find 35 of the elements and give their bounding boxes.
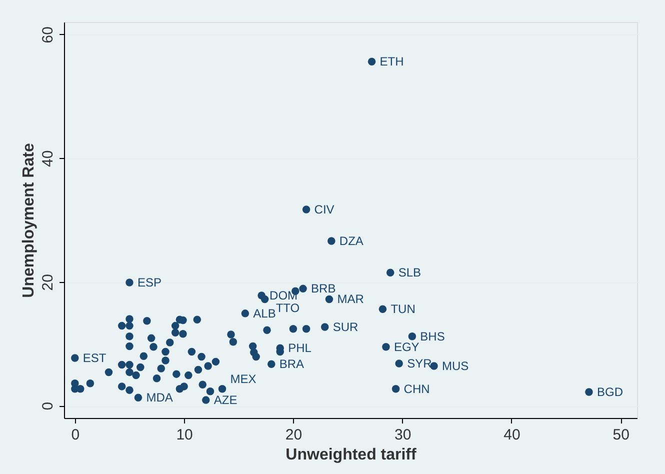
annotation: TTO xyxy=(276,301,300,316)
x-tick-label: 50 xyxy=(612,426,630,444)
y-tick-label: 40 xyxy=(40,150,56,167)
x-tick-label: 20 xyxy=(285,426,302,444)
x-tick-label: 10 xyxy=(176,426,193,444)
annotation: MDA xyxy=(146,390,173,405)
annotation: BHS xyxy=(420,329,445,344)
annotation: DZA xyxy=(339,234,364,248)
annotation: SYR xyxy=(407,356,432,371)
annotation: AZE xyxy=(214,393,238,408)
annotation: BGD xyxy=(596,385,624,400)
annotation: ETH xyxy=(380,54,404,69)
y-axis-title: Unemployment Rate xyxy=(20,143,38,298)
annotation: SLB xyxy=(398,266,422,280)
x-tick-label: 0 xyxy=(71,426,80,444)
annotation: EGY xyxy=(394,340,420,354)
y-tick-label: 20 xyxy=(40,274,56,291)
x-tick-label: 30 xyxy=(394,426,412,444)
annotation: MEX xyxy=(230,372,256,386)
x-tick-label: 40 xyxy=(504,426,520,444)
annotation: SUR xyxy=(332,320,359,334)
x-axis-title: Unweighted tariff xyxy=(286,446,417,464)
annotation: ALB xyxy=(253,306,276,320)
annotation: BRB xyxy=(311,282,336,296)
annotation: BRA xyxy=(279,357,304,372)
y-tick-label: 0 xyxy=(40,402,56,410)
y-tick-label: 60 xyxy=(40,26,56,44)
annotation: CIV xyxy=(314,202,334,216)
annotation: CHN xyxy=(404,382,430,396)
annotation: EST xyxy=(82,350,107,365)
annotation: TUN xyxy=(390,302,416,316)
annotation: MAR xyxy=(337,292,364,306)
annotation: PHL xyxy=(288,341,312,356)
annotation: MUS xyxy=(442,359,469,374)
annotation: ESP xyxy=(137,275,162,290)
